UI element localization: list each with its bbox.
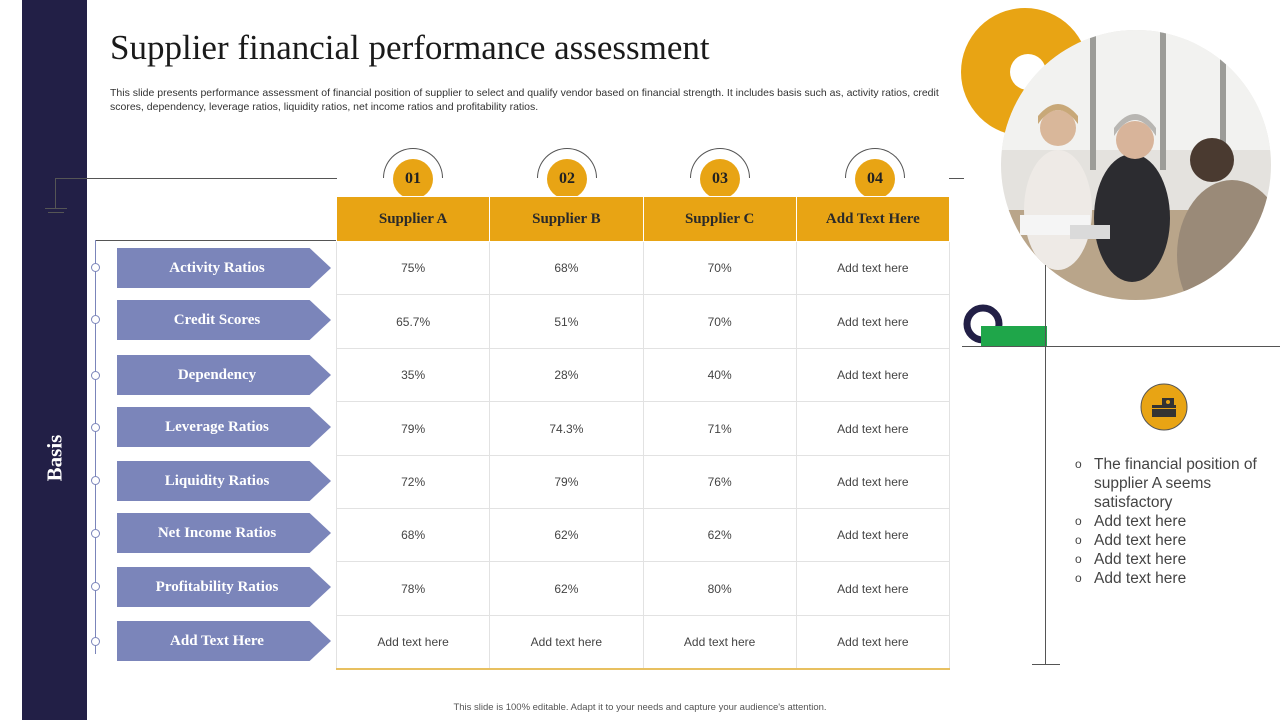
page-title: Supplier financial performance assessmen… [110, 28, 710, 67]
list-item: Add text here [1075, 512, 1265, 531]
table-cell: 80% [642, 561, 797, 616]
top-connector-tick [45, 208, 67, 209]
row-dot [91, 371, 100, 380]
top-connector-line [55, 178, 337, 179]
row-bracket-top [95, 240, 337, 241]
column-badge-4: 04 [855, 159, 895, 199]
row-dot [91, 263, 100, 272]
column-badge-3: 03 [700, 159, 740, 199]
photo-graphic [961, 8, 1280, 347]
table-row: 72% 79% 76% Add text here [335, 455, 951, 509]
table-cell: Add text here [795, 401, 951, 456]
right-bottom-tick [1032, 664, 1060, 665]
table-cell: 68% [335, 508, 491, 562]
column-badge-2: 02 [547, 159, 587, 199]
table-cell: 28% [489, 348, 644, 402]
table-cell: Add text here [795, 615, 951, 670]
top-connector-tick [48, 212, 64, 213]
row-label-liquidity-ratios: Liquidity Ratios [117, 461, 331, 501]
table-cell: Add text here [795, 508, 951, 562]
table-cell: 62% [489, 508, 644, 562]
table-cell: 72% [335, 455, 491, 509]
table-cell: Add text here [795, 294, 951, 349]
table-cell: 51% [489, 294, 644, 349]
footer-note: This slide is 100% editable. Adapt it to… [453, 702, 827, 713]
row-label-add-text: Add Text Here [117, 621, 331, 661]
table-row: 65.7% 51% 70% Add text here [335, 294, 951, 349]
table-cell: 79% [489, 455, 644, 509]
table-row: 79% 74.3% 71% Add text here [335, 401, 951, 456]
row-label-activity-ratios: Activity Ratios [117, 248, 331, 288]
table-row: 78% 62% 80% Add text here [335, 561, 951, 616]
sidebar-band [22, 0, 87, 720]
row-label-net-income-ratios: Net Income Ratios [117, 513, 331, 553]
table-cell: Add text here [795, 455, 951, 509]
table-header-row: Supplier A Supplier B Supplier C Add Tex… [335, 196, 951, 242]
column-header: Supplier B [489, 196, 644, 242]
table-cell: 70% [642, 294, 797, 349]
row-dot [91, 582, 100, 591]
row-dot [91, 529, 100, 538]
table-cell: 35% [335, 348, 491, 402]
row-label-credit-scores: Credit Scores [117, 300, 331, 340]
money-stack-icon [1140, 383, 1188, 431]
table-cell: 74.3% [489, 401, 644, 456]
row-dot [91, 423, 100, 432]
table-cell: Add text here [795, 561, 951, 616]
table-cell: 76% [642, 455, 797, 509]
table-cell: Add text here [489, 615, 644, 670]
column-header: Supplier A [335, 196, 491, 242]
top-connector-drop [55, 178, 56, 208]
row-dot [91, 476, 100, 485]
list-item: Add text here [1075, 550, 1265, 569]
table-row: 35% 28% 40% Add text here [335, 348, 951, 402]
table-cell: 65.7% [335, 294, 491, 349]
list-item: Add text here [1075, 569, 1265, 588]
row-label-leverage-ratios: Leverage Ratios [117, 407, 331, 447]
row-dot [91, 315, 100, 324]
table-cell: Add text here [642, 615, 797, 670]
basis-label: Basis [42, 434, 67, 482]
row-dot [91, 637, 100, 646]
table-cell: 75% [335, 241, 491, 295]
table-row: 75% 68% 70% Add text here [335, 241, 951, 295]
decorative-green-bar [981, 326, 1047, 347]
right-connector-line [949, 178, 964, 179]
table-cell: 62% [642, 508, 797, 562]
table-cell: 70% [642, 241, 797, 295]
table-cell: Add text here [335, 615, 491, 670]
row-label-dependency: Dependency [117, 355, 331, 395]
list-item: Add text here [1075, 531, 1265, 550]
assessment-table: Supplier A Supplier B Supplier C Add Tex… [335, 196, 951, 670]
table-cell: 62% [489, 561, 644, 616]
page-description: This slide presents performance assessme… [110, 87, 939, 113]
notes-list: The financial position of supplier A see… [1075, 455, 1265, 588]
table-cell: Add text here [795, 241, 951, 295]
table-row: Add text here Add text here Add text her… [335, 615, 951, 670]
table-cell: 68% [489, 241, 644, 295]
table-row: 68% 62% 62% Add text here [335, 508, 951, 562]
table-cell: Add text here [795, 348, 951, 402]
table-cell: 79% [335, 401, 491, 456]
column-header: Add Text Here [795, 196, 951, 242]
table-cell: 40% [642, 348, 797, 402]
row-label-profitability-ratios: Profitability Ratios [117, 567, 331, 607]
business-meeting-photo [1001, 30, 1271, 300]
column-header: Supplier C [642, 196, 797, 242]
row-bracket-spine [95, 240, 96, 654]
column-badge-1: 01 [393, 159, 433, 199]
right-vertical-line [1045, 265, 1046, 665]
table-cell: 71% [642, 401, 797, 456]
list-item: The financial position of supplier A see… [1075, 455, 1265, 512]
table-cell: 78% [335, 561, 491, 616]
